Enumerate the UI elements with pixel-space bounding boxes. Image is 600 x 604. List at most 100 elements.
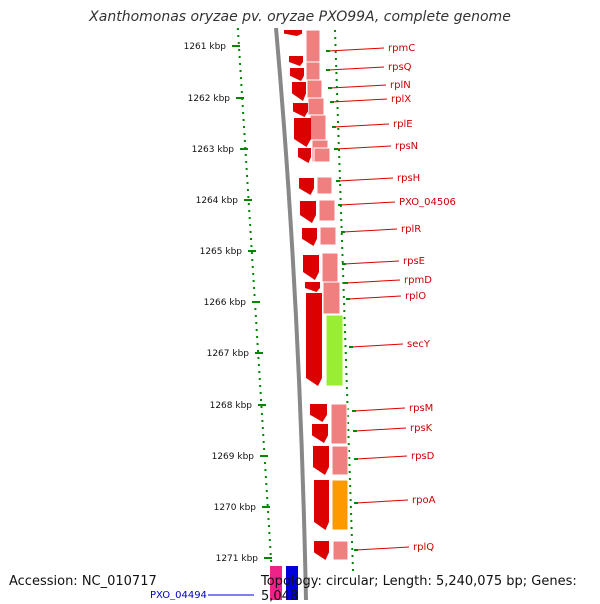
gene-track xyxy=(284,30,329,560)
track-dot xyxy=(337,128,340,130)
gene-label[interactable]: rplR xyxy=(401,224,421,235)
track-dot xyxy=(338,163,341,165)
ruler-tick-label: 1270 kbp xyxy=(214,503,257,513)
feature-block[interactable] xyxy=(322,281,341,315)
feature-block[interactable] xyxy=(321,252,339,283)
gene-arrow[interactable] xyxy=(312,424,328,443)
gene-arrow[interactable] xyxy=(305,282,320,292)
feature-block[interactable] xyxy=(309,114,327,141)
gene-arrow[interactable] xyxy=(313,446,329,475)
gene-label[interactable]: rpsM xyxy=(409,403,433,414)
ruler-dot xyxy=(243,140,246,142)
ruler-dot xyxy=(268,532,271,534)
gene-label[interactable]: rpsQ xyxy=(388,62,412,73)
gene-arrow[interactable] xyxy=(310,404,327,422)
ruler-dot xyxy=(242,112,245,114)
feature-block[interactable] xyxy=(316,176,333,195)
track-dot xyxy=(350,534,353,536)
track-dot xyxy=(351,548,354,550)
gene-arrow[interactable] xyxy=(314,480,329,530)
gene-arrow[interactable] xyxy=(300,201,316,223)
gene-arrow[interactable] xyxy=(289,56,303,66)
feature-block[interactable] xyxy=(332,540,349,561)
ruler-dot xyxy=(250,238,252,240)
track-dot xyxy=(341,268,344,270)
bottom-gene-label[interactable]: PXO_04494 xyxy=(150,590,207,600)
gene-label[interactable]: rplQ xyxy=(413,542,434,553)
feature-block[interactable] xyxy=(318,199,336,222)
gene-arrow[interactable] xyxy=(302,228,317,246)
label-marker xyxy=(332,126,336,128)
ruler-dot xyxy=(262,434,265,436)
track-dot xyxy=(345,380,348,382)
track-dot xyxy=(335,79,338,81)
gene-label[interactable]: rpsD xyxy=(411,451,435,462)
gene-label[interactable]: rpmC xyxy=(388,43,415,54)
gene-label[interactable]: secY xyxy=(407,339,431,350)
gene-label[interactable]: rplO xyxy=(405,291,426,302)
ruler-tick-label: 1267 kbp xyxy=(207,349,250,359)
feature-block[interactable] xyxy=(331,445,349,476)
feature-block[interactable] xyxy=(330,403,348,445)
track-dot xyxy=(337,121,340,123)
gene-arrow[interactable] xyxy=(314,541,329,560)
gene-arrow[interactable] xyxy=(284,30,302,36)
track-dot xyxy=(342,282,345,284)
gene-label-line xyxy=(327,66,385,71)
feature-block[interactable] xyxy=(307,97,325,116)
feature-block[interactable] xyxy=(313,147,331,163)
label-marker xyxy=(342,263,346,265)
ruler-tick-label: 1265 kbp xyxy=(200,247,243,257)
bottom-gene-pink[interactable] xyxy=(270,566,282,600)
track-dot xyxy=(350,527,353,529)
ruler-dot xyxy=(247,196,250,198)
bottom-gene-blue[interactable] xyxy=(286,566,298,600)
ruler-dot xyxy=(238,49,241,51)
feature-block[interactable] xyxy=(305,29,321,63)
gene-arrow[interactable] xyxy=(306,293,322,386)
gene-label[interactable]: rpsN xyxy=(395,141,418,152)
ruler-dot xyxy=(265,490,268,492)
feature-track xyxy=(305,29,349,561)
ruler-dot xyxy=(253,287,256,289)
gene-label-line xyxy=(343,260,400,265)
gene-label[interactable]: rplN xyxy=(390,80,411,91)
gene-arrow[interactable] xyxy=(292,82,306,101)
gene-label-line xyxy=(327,47,385,52)
gene-arrow[interactable] xyxy=(299,178,314,195)
gene-label[interactable]: rpsH xyxy=(397,173,420,184)
feature-block[interactable] xyxy=(305,61,321,81)
gene-label[interactable]: rpmD xyxy=(404,275,432,286)
gene-label[interactable]: rpsE xyxy=(403,256,425,267)
gene-label-line xyxy=(354,427,407,432)
track-dot xyxy=(337,142,340,144)
track-dot xyxy=(343,303,346,305)
feature-block[interactable] xyxy=(319,226,337,246)
gene-label[interactable]: rplX xyxy=(391,94,411,105)
ruler-dot xyxy=(246,182,249,184)
gene-label[interactable]: rplE xyxy=(393,119,413,130)
gene-arrow[interactable] xyxy=(303,255,319,280)
gene-label[interactable]: rpoA xyxy=(412,495,436,506)
track-dot xyxy=(344,352,347,354)
ruler-dot xyxy=(259,385,262,387)
gene-arrow[interactable] xyxy=(290,68,304,81)
track-dot xyxy=(341,240,343,242)
ruler-dot xyxy=(258,371,261,373)
label-marker xyxy=(334,148,338,150)
ruler-dot xyxy=(254,315,257,317)
feature-block[interactable] xyxy=(325,314,344,387)
feature-block[interactable] xyxy=(306,79,323,99)
gene-label[interactable]: rpsK xyxy=(410,423,433,434)
gene-label[interactable]: PXO_04506 xyxy=(399,197,456,208)
gene-arrow[interactable] xyxy=(293,103,308,117)
ruler-dot xyxy=(264,469,267,471)
gene-label-line xyxy=(355,546,410,551)
gene-arrow[interactable] xyxy=(298,148,311,163)
ruler-dot xyxy=(252,280,255,282)
feature-block[interactable] xyxy=(331,479,349,531)
label-marker xyxy=(349,346,353,348)
ruler-tick-label: 1268 kbp xyxy=(210,401,253,411)
gene-arrow[interactable] xyxy=(294,118,311,147)
ruler-dot xyxy=(242,119,245,121)
